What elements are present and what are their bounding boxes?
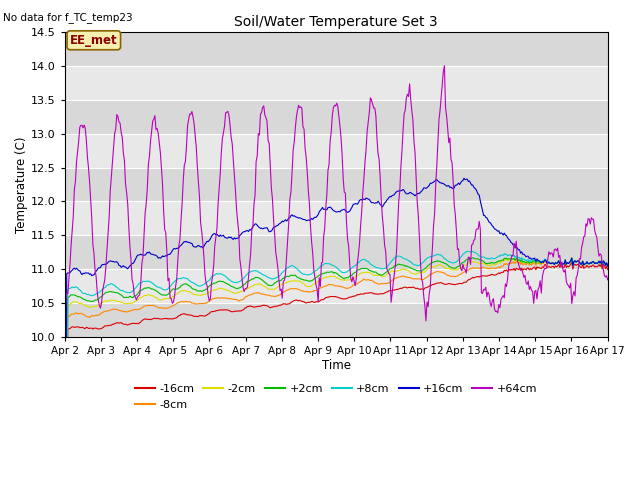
-16cm [384, 289, 392, 295]
+64cm [61, 301, 68, 307]
-16cm [568, 259, 575, 264]
-2cm [506, 257, 513, 263]
Line: +8cm: +8cm [65, 252, 608, 480]
Bar [65, 269, 608, 303]
+8cm [604, 263, 612, 269]
-8cm [319, 285, 326, 290]
Title: Soil/Water Temperature Set 3: Soil/Water Temperature Set 3 [234, 15, 438, 29]
+8cm [355, 260, 362, 265]
-16cm [355, 292, 362, 298]
-8cm [568, 255, 575, 261]
+64cm [384, 268, 392, 274]
+2cm [592, 260, 600, 266]
+16cm [319, 204, 326, 210]
Bar [65, 99, 608, 133]
+2cm [322, 270, 330, 276]
+2cm [507, 256, 515, 262]
-8cm [322, 283, 330, 289]
-16cm [506, 266, 513, 272]
+64cm [322, 205, 330, 211]
+8cm [507, 253, 515, 259]
+16cm [460, 175, 468, 181]
+8cm [469, 249, 477, 254]
-8cm [592, 260, 600, 266]
+64cm [604, 277, 612, 283]
+64cm [422, 318, 429, 324]
Line: +2cm: +2cm [65, 258, 608, 480]
Line: +64cm: +64cm [65, 66, 608, 321]
-8cm [506, 260, 513, 266]
+64cm [440, 63, 448, 69]
-16cm [604, 266, 612, 272]
+64cm [593, 234, 601, 240]
Text: No data for f_TC_temp23: No data for f_TC_temp23 [3, 12, 133, 23]
-2cm [604, 263, 612, 269]
+8cm [592, 260, 600, 266]
-16cm [319, 297, 326, 302]
Line: -2cm: -2cm [65, 258, 608, 480]
+16cm [507, 240, 515, 245]
+2cm [604, 263, 612, 269]
-16cm [592, 264, 600, 269]
Text: EE_met: EE_met [70, 34, 118, 47]
Bar [65, 202, 608, 236]
-8cm [355, 280, 362, 286]
+8cm [384, 263, 392, 269]
Bar [65, 168, 608, 202]
+8cm [322, 261, 330, 266]
+64cm [319, 259, 326, 265]
-2cm [322, 275, 330, 280]
Legend: -16cm, -8cm, -2cm, +2cm, +8cm, +16cm, +64cm: -16cm, -8cm, -2cm, +2cm, +8cm, +16cm, +6… [131, 380, 541, 414]
+16cm [322, 207, 330, 213]
-2cm [592, 260, 600, 266]
Bar [65, 133, 608, 168]
+64cm [355, 252, 362, 257]
+2cm [384, 268, 392, 274]
Bar [65, 32, 608, 66]
+2cm [319, 271, 326, 276]
Line: -8cm: -8cm [65, 258, 608, 480]
+8cm [319, 263, 326, 268]
Line: -16cm: -16cm [65, 262, 608, 480]
-8cm [604, 263, 612, 269]
-2cm [355, 272, 362, 278]
Y-axis label: Temperature (C): Temperature (C) [15, 136, 28, 233]
-2cm [568, 255, 575, 261]
+64cm [508, 252, 516, 258]
-16cm [322, 295, 330, 300]
-2cm [384, 271, 392, 276]
-2cm [319, 276, 326, 281]
+2cm [469, 255, 477, 261]
Bar [65, 236, 608, 269]
Line: +16cm: +16cm [65, 178, 608, 480]
Bar [65, 303, 608, 337]
+16cm [604, 263, 612, 269]
+2cm [355, 267, 362, 273]
+16cm [592, 260, 600, 266]
+16cm [355, 200, 362, 205]
X-axis label: Time: Time [322, 359, 351, 372]
+16cm [384, 196, 392, 202]
-8cm [384, 280, 392, 286]
Bar [65, 66, 608, 99]
